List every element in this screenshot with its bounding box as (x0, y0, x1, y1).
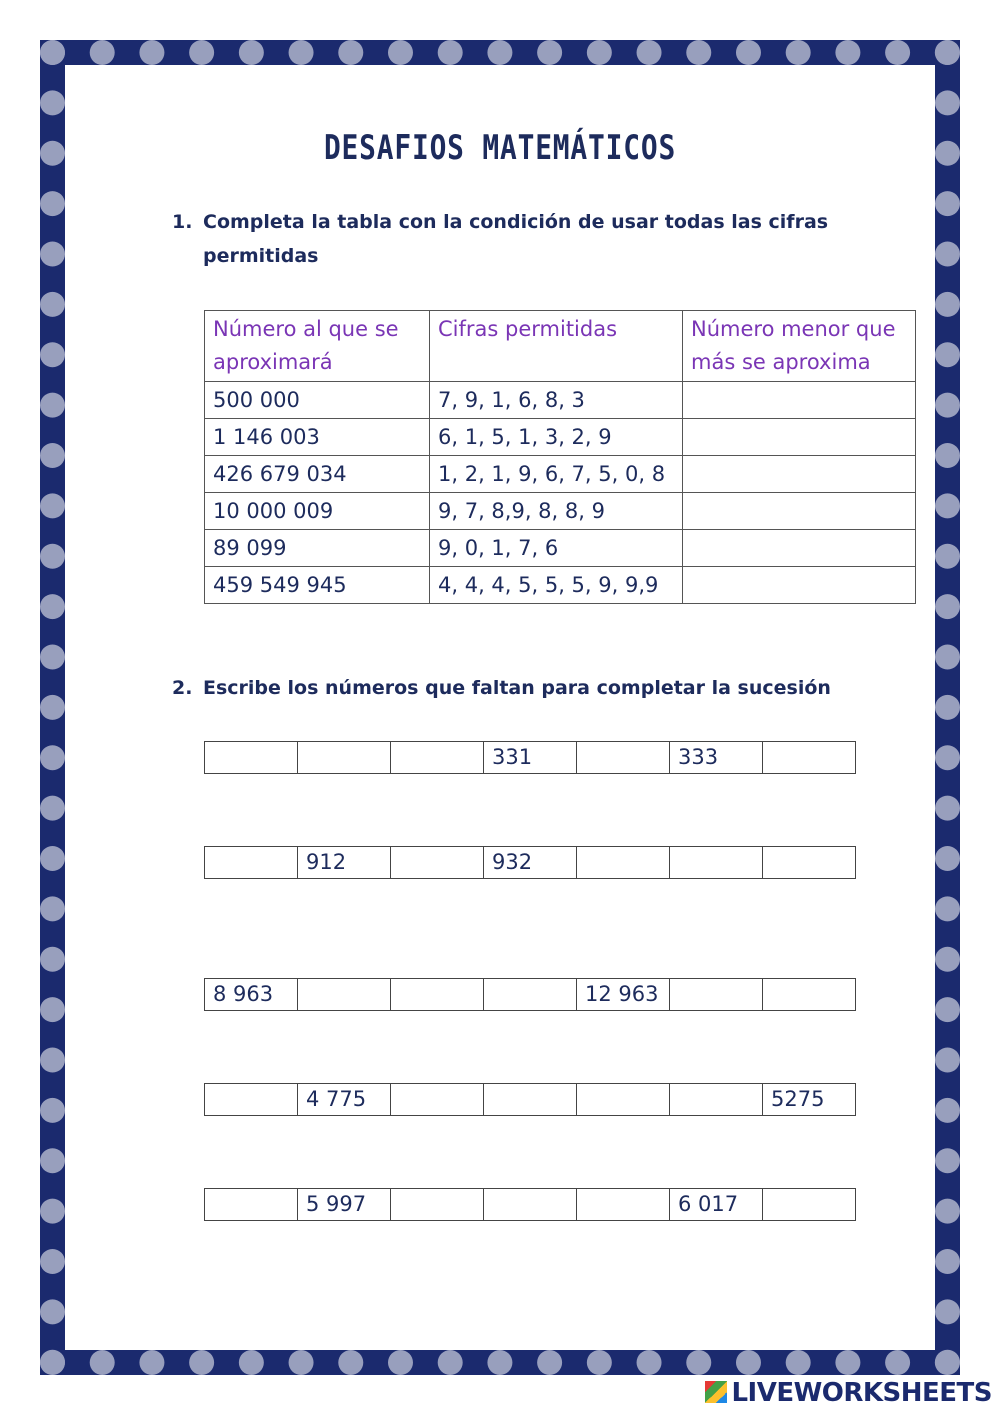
sequence-row: 5 997 6 017 (204, 1188, 856, 1221)
sequence-blank[interactable] (762, 1189, 855, 1220)
table-row: 500 000 7, 9, 1, 6, 8, 3 (204, 381, 916, 419)
table-cell: 9, 7, 8,9, 8, 8, 9 (429, 492, 683, 530)
table-row: 459 549 945 4, 4, 4, 5, 5, 5, 9, 9,9 (204, 566, 916, 604)
table-cell: 500 000 (204, 381, 430, 419)
sequence-blank[interactable] (390, 979, 483, 1010)
sequence-blank[interactable] (390, 1084, 483, 1115)
answer-cell[interactable] (682, 529, 916, 567)
sequence-blank[interactable] (576, 1189, 669, 1220)
table-header-row: Número al que se aproximará Cifras permi… (204, 310, 916, 382)
table-row: 426 679 034 1, 2, 1, 9, 6, 7, 5, 0, 8 (204, 455, 916, 493)
sequence-blank[interactable] (205, 1084, 297, 1115)
sequence-blank[interactable] (669, 979, 762, 1010)
sequence-row: 4 775 5275 (204, 1083, 856, 1116)
sequence-blank[interactable] (390, 742, 483, 773)
table-row: 89 099 9, 0, 1, 7, 6 (204, 529, 916, 567)
sequence-blank[interactable] (205, 847, 297, 878)
sequence-value: 6 017 (669, 1189, 762, 1220)
sequence-blank[interactable] (576, 742, 669, 773)
table-cell: 1 146 003 (204, 418, 430, 456)
answer-cell[interactable] (682, 381, 916, 419)
rounding-table: Número al que se aproximará Cifras permi… (204, 310, 916, 604)
sequence-value: 912 (297, 847, 390, 878)
sequence-blank[interactable] (483, 1084, 576, 1115)
logo-text: LIVEWORKSHEETS (731, 1378, 992, 1408)
answer-cell[interactable] (682, 566, 916, 604)
table-row: 10 000 009 9, 7, 8,9, 8, 8, 9 (204, 492, 916, 530)
decorative-border (40, 40, 960, 1375)
table-cell: 9, 0, 1, 7, 6 (429, 529, 683, 567)
sequence-value: 5275 (762, 1084, 855, 1115)
column-header: Número al que se aproximará (204, 310, 430, 382)
sequence-blank[interactable] (390, 1189, 483, 1220)
sequence-value: 932 (483, 847, 576, 878)
question-2: 2. Escribe los números que faltan para co… (172, 671, 872, 705)
sequence-blank[interactable] (669, 847, 762, 878)
sequence-blank[interactable] (762, 979, 855, 1010)
sequence-blank[interactable] (205, 742, 297, 773)
table-cell: 1, 2, 1, 9, 6, 7, 5, 0, 8 (429, 455, 683, 493)
sequence-blank[interactable] (483, 1189, 576, 1220)
sequence-value: 8 963 (213, 982, 274, 1006)
question-number: 1. (172, 211, 193, 233)
table-cell: 10 000 009 (204, 492, 430, 530)
sequence-row: 8 963 12 963 (204, 978, 856, 1011)
table-cell: 459 549 945 (204, 566, 430, 604)
sequence-blank[interactable] (297, 979, 390, 1010)
column-header: Número menor que más se aproxima (682, 310, 916, 382)
question-text: Completa la tabla con la condición de us… (203, 211, 829, 267)
logo-icon (705, 1381, 728, 1403)
answer-cell[interactable] (682, 455, 916, 493)
sequence-row: 912 932 (204, 846, 856, 879)
sequence-blank[interactable] (576, 1084, 669, 1115)
sequence-blank[interactable] (483, 979, 576, 1010)
sequence-value: 12 963 (576, 979, 669, 1010)
table-cell: 6, 1, 5, 1, 3, 2, 9 (429, 418, 683, 456)
table-row: 1 146 003 6, 1, 5, 1, 3, 2, 9 (204, 418, 916, 456)
sequence-blank[interactable] (297, 742, 390, 773)
sequence-blank[interactable] (205, 1189, 297, 1220)
table-cell: 7, 9, 1, 6, 8, 3 (429, 381, 683, 419)
sequence-blank[interactable] (576, 847, 669, 878)
liveworksheets-logo: LIVEWORKSHEETS (705, 1378, 992, 1408)
question-text: Escribe los números que faltan para comp… (203, 677, 831, 699)
sequence-blank[interactable] (762, 742, 855, 773)
sequence-blank[interactable] (390, 847, 483, 878)
sequence-value: 331 (483, 742, 576, 773)
sequence-value: 333 (669, 742, 762, 773)
table-cell: 4, 4, 4, 5, 5, 5, 9, 9,9 (429, 566, 683, 604)
sequence-value: 4 775 (297, 1084, 390, 1115)
sequence-blank[interactable] (762, 847, 855, 878)
question-number: 2. (172, 677, 193, 699)
sequence-row: 331 333 (204, 741, 856, 774)
answer-cell[interactable] (682, 492, 916, 530)
table-cell: 426 679 034 (204, 455, 430, 493)
sequence-blank[interactable] (669, 1084, 762, 1115)
answer-cell[interactable] (682, 418, 916, 456)
column-header: Cifras permitidas (429, 310, 683, 382)
question-1: 1. Completa la tabla con la condición de … (172, 205, 872, 273)
sequence-value: 5 997 (297, 1189, 390, 1220)
page-title: DESAFIOS MATEMÁTICOS (323, 128, 677, 168)
table-cell: 89 099 (204, 529, 430, 567)
